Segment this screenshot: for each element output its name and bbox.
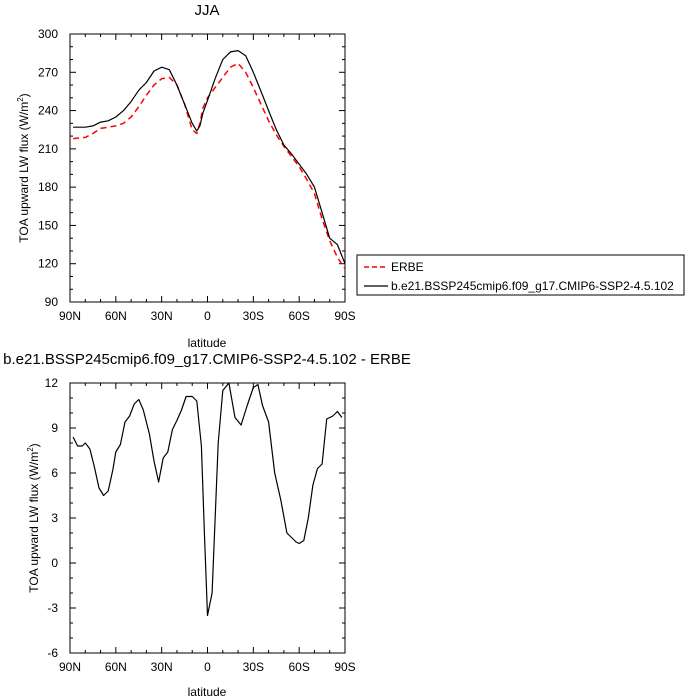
- top-y-tick-label: 210: [38, 142, 58, 156]
- top-series-group: [73, 49, 346, 270]
- top-y-tick-label: 120: [38, 257, 58, 271]
- top-panel: JJA 90N 60N 30N 0 30S 60S 90S 90 120 150 180 210 240…: [16, 2, 685, 350]
- bottom-y-tick-label: 6: [51, 466, 58, 480]
- bottom-y-tick-label: 3: [51, 511, 58, 525]
- top-plot-frame: [69, 33, 346, 303]
- top-x-tick-label: 60S: [288, 309, 309, 323]
- legend-label-model: b.e21.BSSP245cmip6.f09_g17.CMIP6-SSP2-4.…: [391, 279, 674, 293]
- top-x-axis-label: latitude: [188, 336, 227, 350]
- top-y-tick-label: 180: [38, 180, 58, 194]
- legend-label-erbe: ERBE: [391, 260, 424, 274]
- top-y-tick-label: 270: [38, 65, 58, 79]
- top-x-tick-label: 90S: [334, 309, 355, 323]
- bottom-x-tick-label: 60S: [288, 660, 309, 674]
- top-y-tick-label: 150: [38, 218, 58, 232]
- bottom-x-tick-label: 90S: [334, 660, 355, 674]
- bottom-x-tick-label: 60N: [105, 660, 127, 674]
- bottom-panel: b.e21.BSSP245cmip6.f09_g17.CMIP6-SSP2-4.…: [3, 351, 411, 699]
- bottom-axis-ticks: 90N 60N 30N 0 30S 60S 90S -6 -3 0 3 6 9 12: [45, 376, 356, 674]
- legend: ERBE b.e21.BSSP245cmip6.f09_g17.CMIP6-SS…: [356, 254, 685, 296]
- bottom-x-tick-label: 0: [204, 660, 211, 674]
- bottom-series-line-0: [72, 382, 343, 617]
- bottom-chart-title: b.e21.BSSP245cmip6.f09_g17.CMIP6-SSP2-4.…: [3, 351, 411, 368]
- top-x-tick-label: 0: [204, 309, 211, 323]
- top-x-tick-label: 60N: [105, 309, 127, 323]
- bottom-y-tick-label: 0: [51, 556, 58, 570]
- top-y-tick-label: 240: [38, 104, 58, 118]
- bottom-x-tick-label: 30S: [243, 660, 264, 674]
- top-x-tick-label: 30N: [151, 309, 173, 323]
- bottom-y-tick-label: 12: [45, 376, 59, 390]
- top-y-tick-label: 300: [38, 27, 58, 41]
- top-x-tick-label: 90N: [59, 309, 81, 323]
- bottom-y-tick-label: 9: [51, 421, 58, 435]
- top-y-axis-label: TOA upward LW flux (W/m2): [16, 93, 31, 242]
- top-series-line-1: [73, 49, 346, 264]
- top-y-tick-label: 90: [45, 295, 59, 309]
- bottom-y-tick-label: -3: [47, 601, 58, 615]
- top-chart-title: JJA: [194, 2, 219, 19]
- bottom-x-tick-label: 30N: [151, 660, 173, 674]
- bottom-x-axis-label: latitude: [188, 685, 227, 699]
- legend-box: [356, 254, 685, 296]
- top-x-tick-label: 30S: [243, 309, 264, 323]
- bottom-x-tick-label: 90N: [59, 660, 81, 674]
- bottom-y-tick-label: -6: [47, 646, 58, 660]
- top-axis-ticks: 90N 60N 30N 0 30S 60S 90S 90 120 150 180 210 240 270 3…: [38, 27, 356, 323]
- bottom-series-group: [72, 382, 343, 617]
- bottom-y-axis-label: TOA upward LW flux (W/m2): [26, 443, 41, 592]
- top-series-line-0: [73, 62, 346, 270]
